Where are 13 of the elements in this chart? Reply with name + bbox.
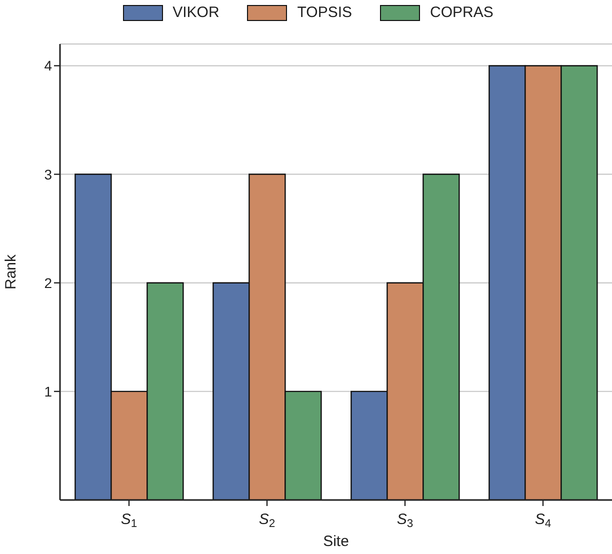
legend-label: VIKOR: [172, 4, 220, 21]
x-tick-label: S$_{2}$: [258, 511, 276, 530]
y-axis-title: Rank: [2, 254, 20, 290]
x-axis-title: Site: [323, 533, 349, 550]
y-tick-label: 3: [44, 166, 52, 182]
y-tick-label: 4: [44, 58, 52, 74]
y-tick-label: 1: [44, 383, 52, 400]
legend-label: TOPSIS: [297, 4, 352, 21]
legend-label: COPRAS: [430, 4, 494, 21]
y-tick-label: 2: [44, 274, 52, 291]
x-tick-label: S$_{4}$: [534, 511, 552, 530]
x-tick-label: S$_{1}$: [120, 511, 138, 530]
x-tick-label: S$_{3}$: [396, 511, 414, 530]
